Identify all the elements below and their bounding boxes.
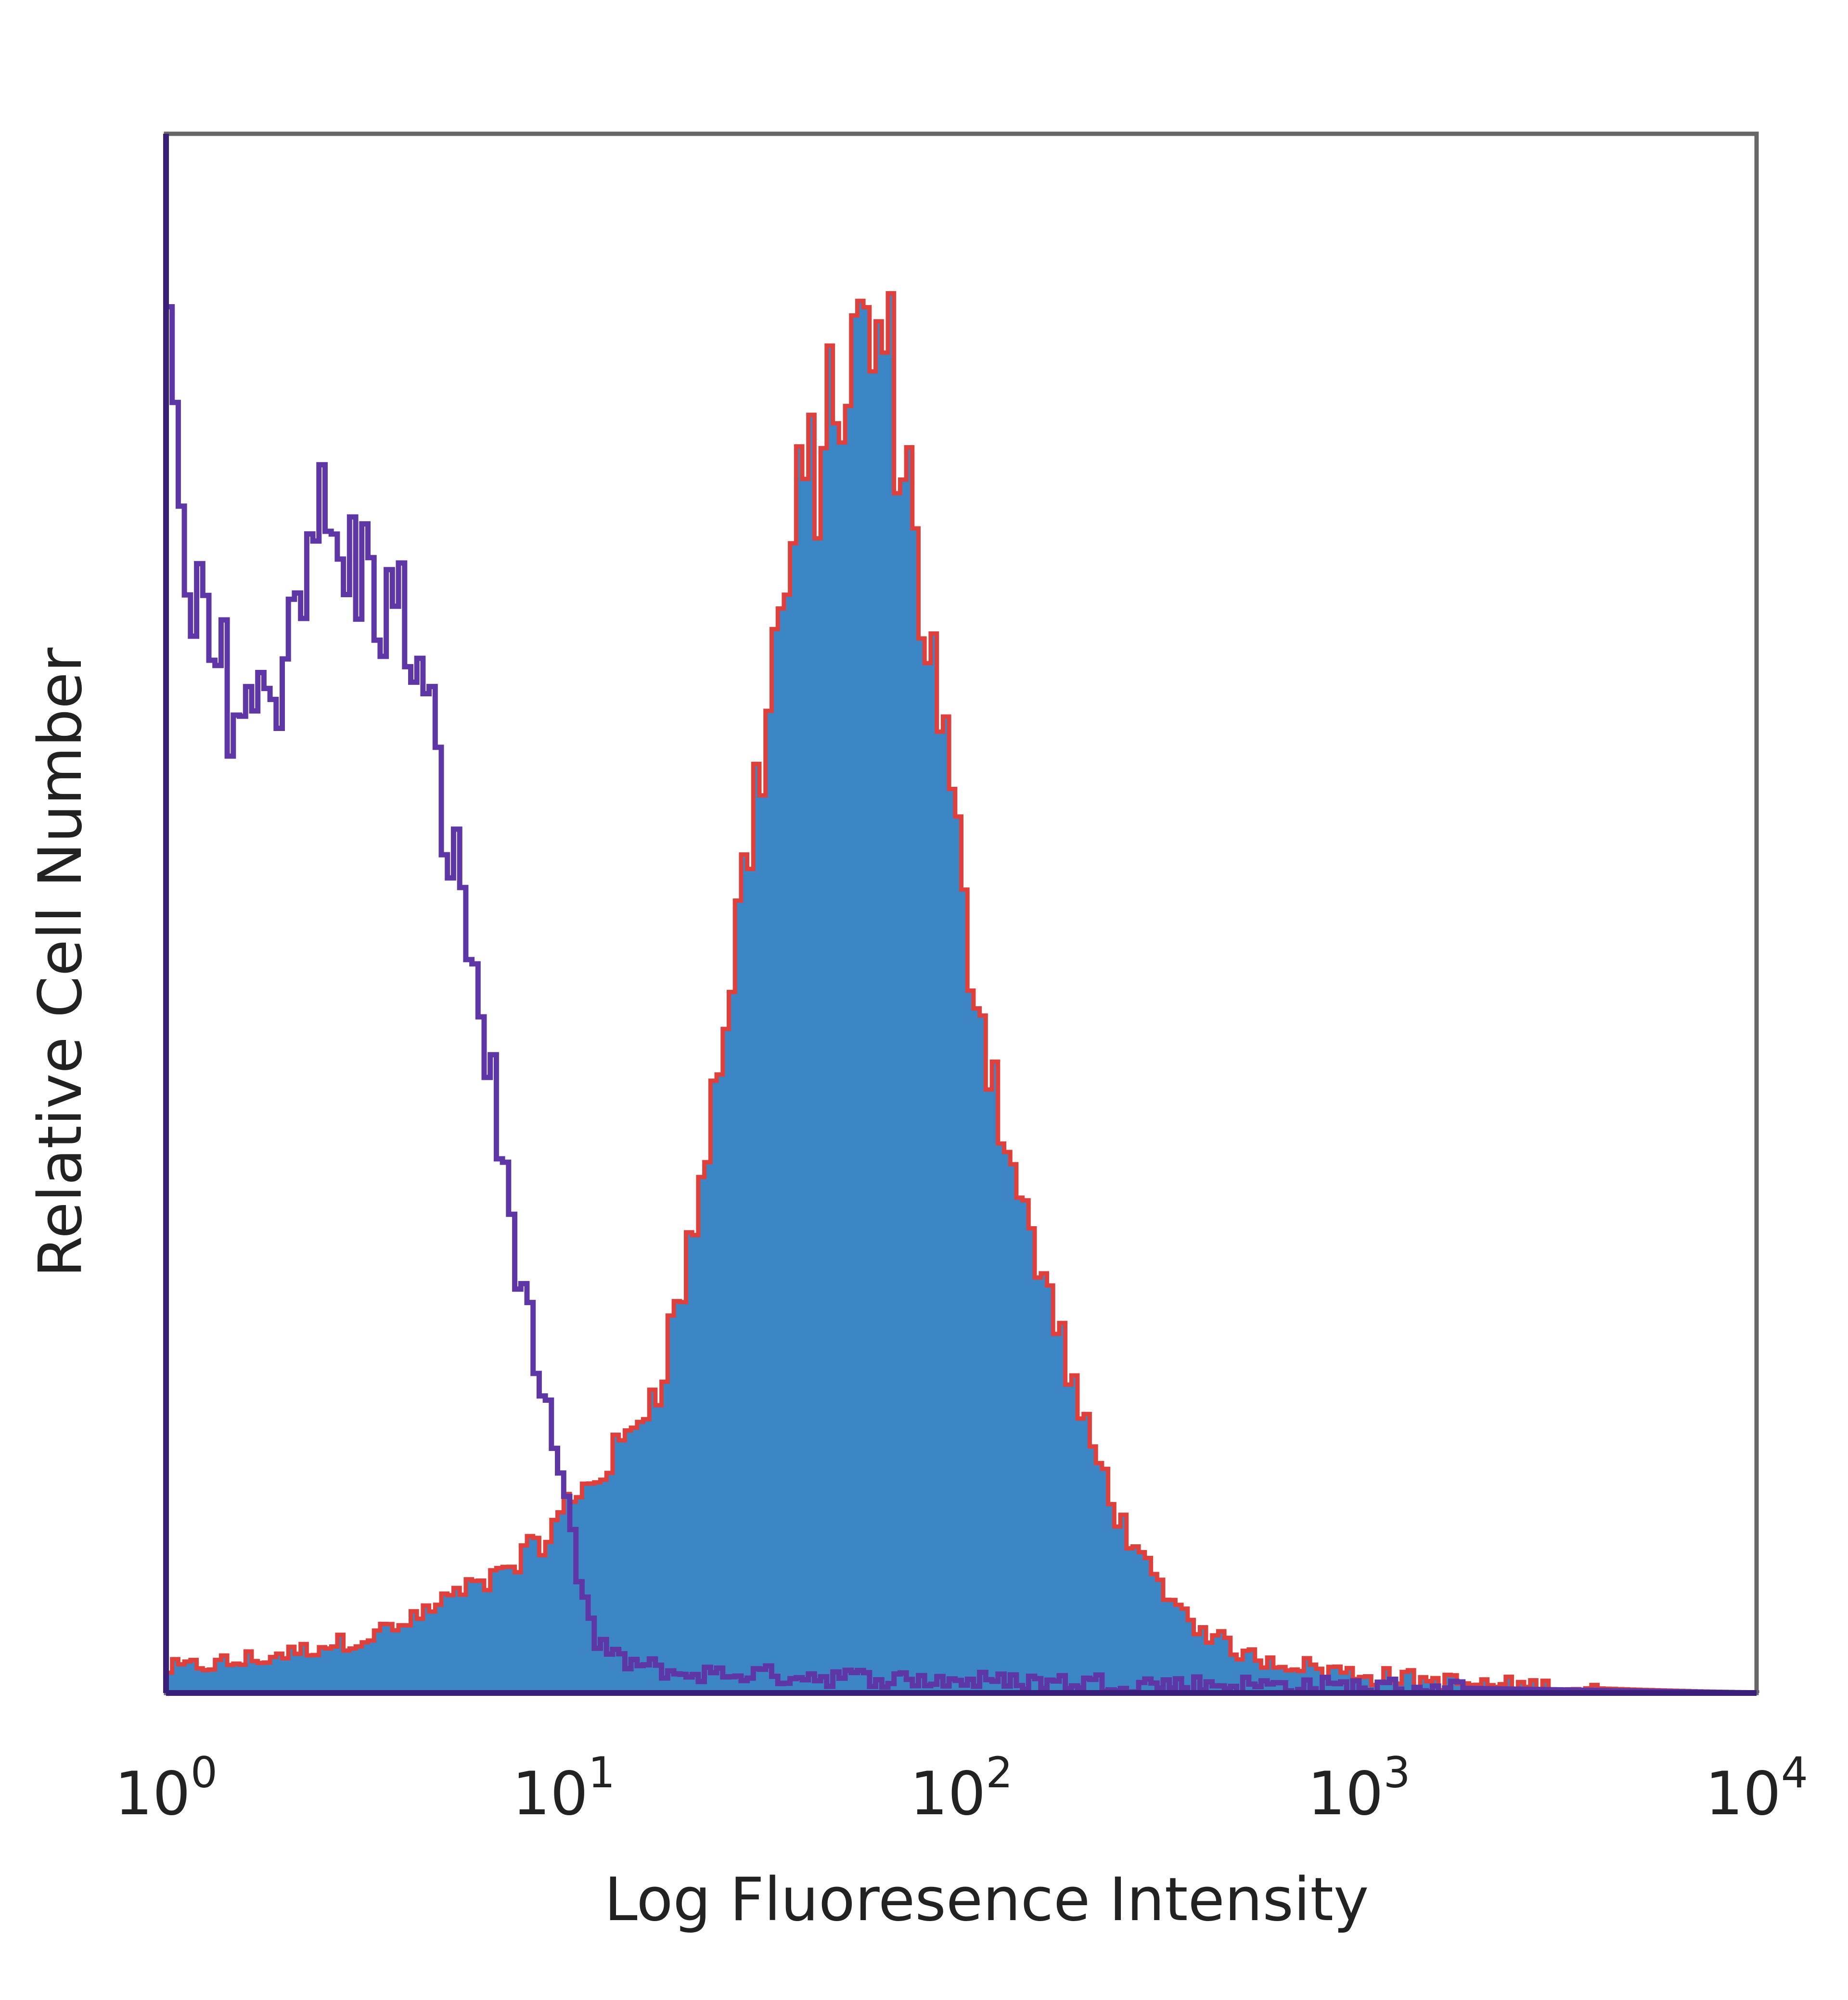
x-tick-base: 10: [115, 1759, 191, 1829]
x-tick-exponent: 1: [588, 1748, 615, 1797]
x-tick-exponent: 4: [1781, 1748, 1808, 1797]
x-tick-exponent: 0: [191, 1748, 218, 1797]
series-0-outline: [166, 291, 1759, 1695]
series-0-fill: [166, 293, 1757, 1693]
plot-area: [166, 291, 1759, 1696]
x-tick-label: 102: [910, 1748, 1013, 1829]
x-tick-base: 10: [910, 1759, 986, 1829]
x-tick-label: 104: [1705, 1748, 1808, 1829]
x-tick-exponent: 2: [986, 1748, 1013, 1797]
x-tick-base: 10: [1705, 1759, 1781, 1829]
x-axis-title: Log Fluoresence Intensity: [604, 1865, 1369, 1935]
x-tick-exponent: 3: [1384, 1748, 1411, 1797]
x-tick-base: 10: [1308, 1759, 1384, 1829]
x-tick-label: 103: [1308, 1748, 1411, 1829]
axes: 100 101 102 103 104: [115, 131, 1808, 1829]
x-tick-label: 100: [115, 1748, 218, 1829]
y-axis-title: Relative Cell Number: [26, 648, 95, 1278]
x-tick-base: 10: [512, 1759, 588, 1829]
x-tick-label: 101: [512, 1748, 615, 1829]
series-1-line: [166, 304, 1759, 1696]
